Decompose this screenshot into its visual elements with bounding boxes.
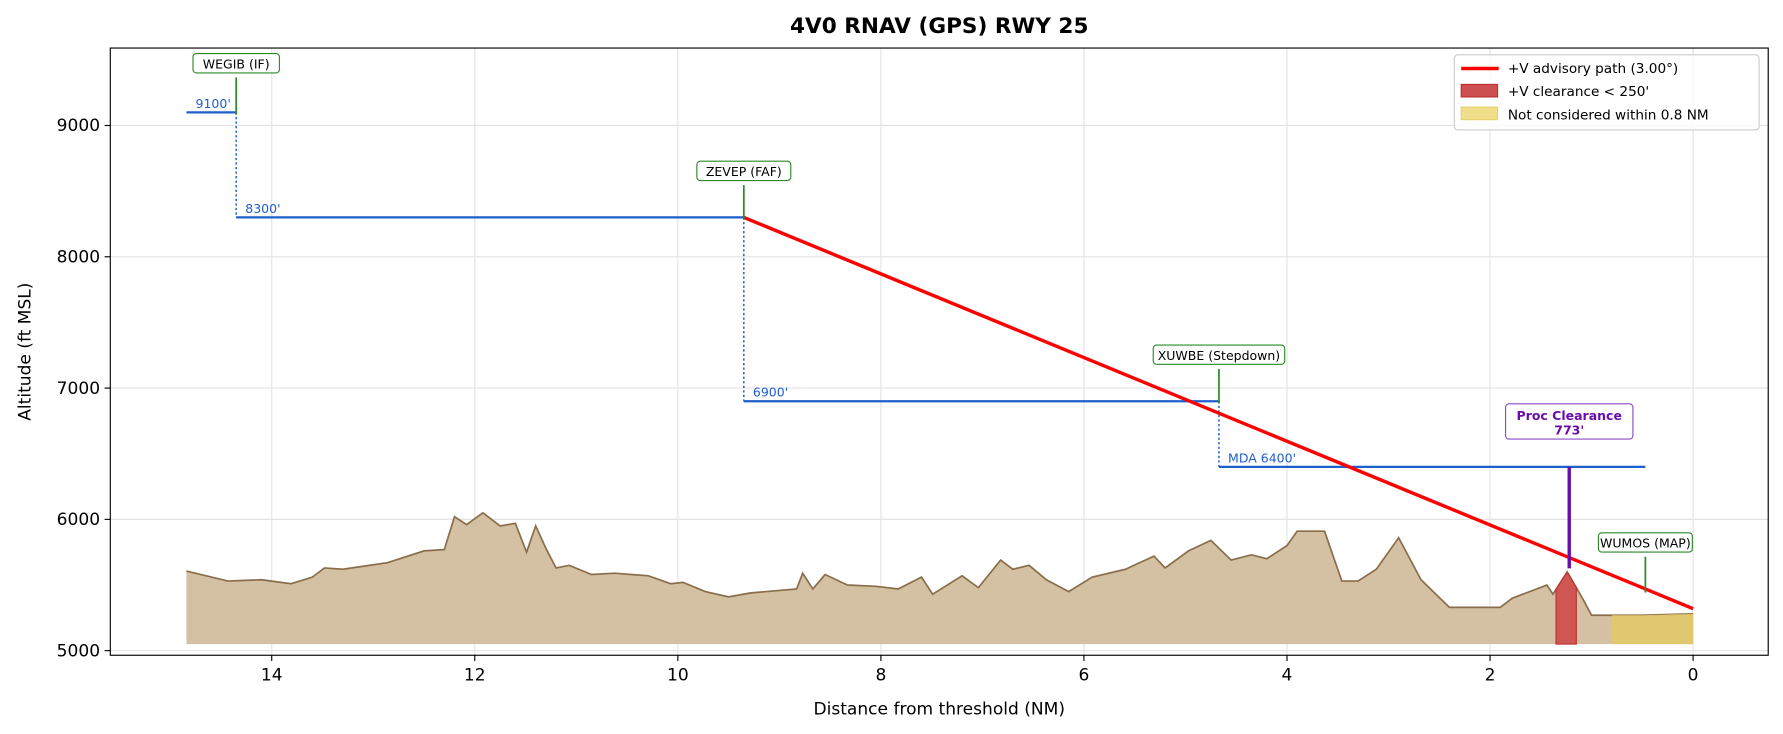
x-tick-label: 10 <box>667 665 689 685</box>
y-tick-label: 6000 <box>57 510 100 530</box>
x-tick-label: 6 <box>1079 665 1090 685</box>
plot-frame <box>109 47 1769 656</box>
fix-label-box <box>1152 344 1286 365</box>
fix-label: ZEVEP (FAF) <box>706 164 782 179</box>
legend-label-not-considered: Not considered within 0.8 NM <box>1508 108 1709 124</box>
fix-labels: WEGIB (IF) ZEVEP (FAF) XUWBE (Stepdown) WUM… <box>192 52 1693 593</box>
terrain-profile <box>186 511 1694 645</box>
axis-ticks: 14 12 10 8 6 4 2 0 5000 6000 7000 8000 9000 <box>57 116 1699 685</box>
x-axis-label: Distance from threshold (NM) <box>814 699 1066 719</box>
terrain-fill <box>186 512 1694 645</box>
y-tick-label: 9000 <box>57 116 100 136</box>
fix-label-box <box>192 52 280 74</box>
legend: +V advisory path (3.00°) +V clearance < … <box>1453 54 1760 131</box>
clearance-zone <box>1555 572 1577 645</box>
legend-swatch-clearance <box>1460 83 1499 98</box>
step-altitude-label: 8300' <box>245 201 280 216</box>
step-down-altitudes: 9100' 8300' 6900' MDA 6400' <box>186 96 1646 468</box>
y-tick-label: 8000 <box>57 247 100 267</box>
x-tick-label: 0 <box>1688 665 1699 685</box>
legend-swatch-not-considered <box>1460 106 1499 121</box>
terrain-outline <box>186 511 1694 617</box>
y-tick-label: 7000 <box>57 379 100 399</box>
step-altitude-label: 9100' <box>196 96 231 111</box>
step-altitude-label: MDA 6400' <box>1228 450 1296 465</box>
legend-label-advisory: +V advisory path (3.00°) <box>1508 61 1678 77</box>
step-altitude-label: 6900' <box>753 385 788 400</box>
fix-label-box <box>696 160 792 182</box>
legend-label-clearance: +V clearance < 250' <box>1508 84 1649 100</box>
x-tick-label: 2 <box>1485 665 1496 685</box>
chart-title: 4V0 RNAV (GPS) RWY 25 <box>790 14 1088 39</box>
not-considered-zone <box>1611 613 1694 645</box>
y-tick-label: 5000 <box>57 641 100 661</box>
proc-clearance-value: 773' <box>1554 423 1584 438</box>
proc-clearance-title: Proc Clearance <box>1517 408 1622 423</box>
x-tick-label: 14 <box>261 665 283 685</box>
y-axis-label: Altitude (ft MSL) <box>16 283 36 421</box>
x-tick-label: 4 <box>1282 665 1293 685</box>
grid <box>110 48 1769 656</box>
x-tick-label: 12 <box>464 665 486 685</box>
fix-label: XUWBE (Stepdown) <box>1158 348 1280 363</box>
x-tick-label: 8 <box>875 665 886 685</box>
fix-label: WEGIB (IF) <box>203 56 270 71</box>
fix-label-box <box>1597 532 1693 553</box>
advisory-path-line <box>743 215 1694 611</box>
fix-label: WUMOS (MAP) <box>1600 536 1691 551</box>
advisory-path <box>743 215 1694 611</box>
proc-clearance-box <box>1504 403 1634 440</box>
